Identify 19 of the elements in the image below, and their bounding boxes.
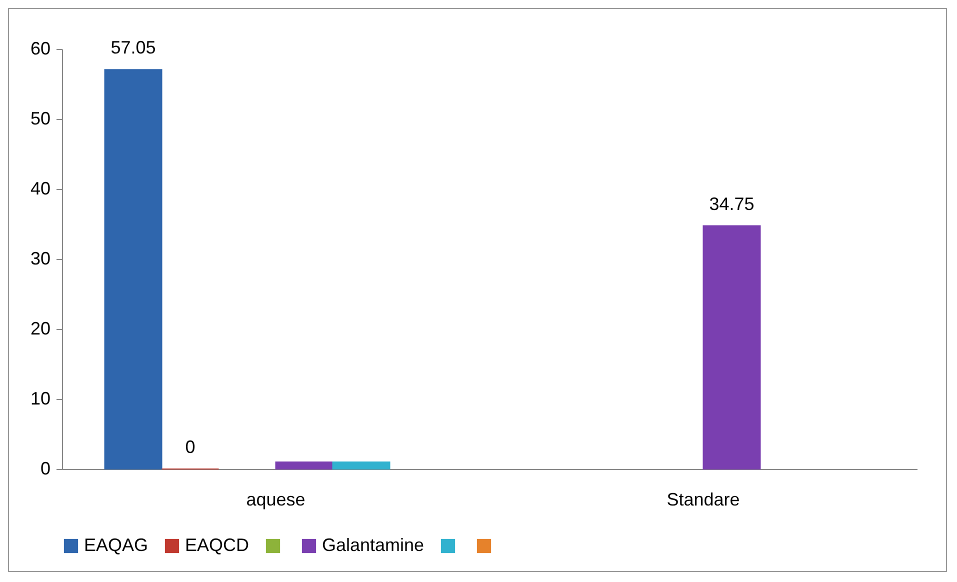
y-tick-label: 20 [30, 318, 50, 338]
bar [332, 462, 390, 470]
data-label: 0 [185, 437, 196, 457]
data-label: 57.05 [110, 38, 156, 58]
y-tick-label: 30 [30, 248, 50, 268]
legend-label: EAQAG [84, 535, 148, 555]
legend-label: Galantamine [322, 535, 424, 555]
data-label: 34.75 [709, 194, 754, 214]
x-tick-label: Standare [666, 490, 740, 510]
y-tick-label: 10 [30, 388, 50, 408]
y-tick-label: 40 [30, 178, 50, 198]
bar [275, 462, 334, 470]
bar [104, 69, 162, 470]
x-tick-label: aquese [246, 490, 306, 510]
y-tick-label: 0 [40, 458, 50, 478]
bar [702, 225, 761, 470]
y-tick-label: 50 [30, 108, 50, 128]
y-tick-label: 60 [30, 38, 50, 58]
legend-label: EAQCD [185, 535, 250, 555]
